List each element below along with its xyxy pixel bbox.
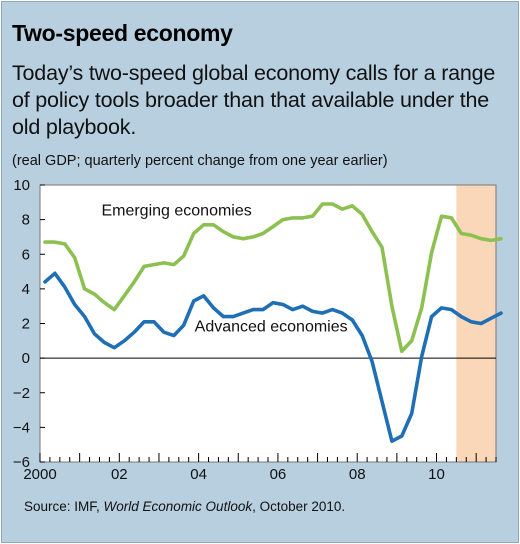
y-tick-label: 8 [22, 212, 30, 229]
series-line-0 [43, 202, 503, 354]
source-suffix: , October 2010. [252, 499, 346, 514]
x-tick-label: 2000 [23, 466, 56, 483]
y-tick-label: 6 [22, 246, 30, 263]
series-line-1 [43, 271, 503, 444]
source-publication: World Economic Outlook [103, 499, 253, 514]
y-tick-label: 4 [22, 281, 30, 298]
series-label-1: Advanced economies [195, 318, 348, 335]
y-tick-label: −2 [13, 385, 30, 402]
x-tick-label: 08 [349, 466, 366, 483]
x-tick-label: 04 [190, 466, 207, 483]
source-prefix: Source: IMF, [24, 499, 104, 514]
chart-subtitle: Today’s two-speed global economy calls f… [12, 61, 496, 139]
x-tick-label: 02 [111, 466, 128, 483]
y-tick-label: −4 [13, 419, 30, 436]
units-note: (real GDP; quarterly percent change from… [12, 153, 388, 169]
series-label-0: Emerging economies [101, 202, 251, 219]
y-tick-label: 0 [22, 350, 30, 367]
y-tick-label: 10 [13, 177, 30, 194]
y-tick-label: 2 [22, 316, 30, 333]
chart-title: Two-speed economy [12, 20, 233, 46]
x-tick-label: 10 [428, 466, 445, 483]
x-tick-label: 06 [270, 466, 287, 483]
source-note: Source: IMF, World Economic Outlook, Oct… [24, 499, 345, 514]
y-tick-label: −6 [13, 454, 30, 471]
